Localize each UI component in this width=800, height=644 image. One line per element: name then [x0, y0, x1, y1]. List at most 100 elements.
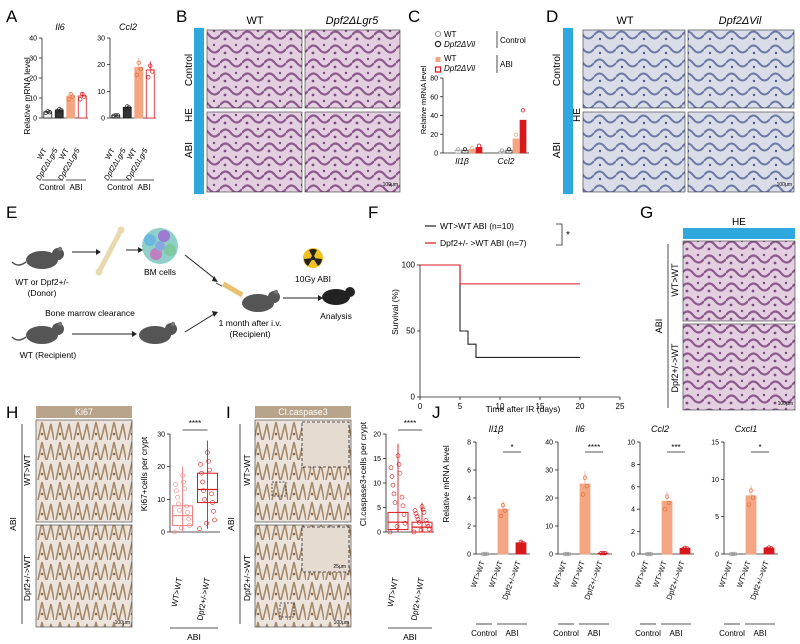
- J3-ytick-label-0: 0: [631, 552, 635, 559]
- h-x-wt: WT>WT: [170, 577, 184, 608]
- H-sig-text: ****: [189, 419, 201, 428]
- F-ytick-label-2: 100: [402, 261, 416, 270]
- H-ytick-label-0: 0: [161, 530, 165, 537]
- f-y-label: Survival (%): [390, 289, 400, 335]
- I-pt-1-10: [413, 511, 419, 516]
- J4-ytick-label-2: 10: [711, 477, 719, 484]
- H-ytick-label-2: 20: [157, 464, 165, 471]
- J2-pt-2-2: [600, 550, 606, 556]
- H-pt-1-1: [202, 497, 207, 502]
- bone-icon: [95, 226, 125, 276]
- I-pt-1-13: [412, 508, 418, 513]
- g-scale-label: 100μm: [778, 401, 793, 407]
- A2-pt-2-0: [134, 72, 139, 78]
- A2-ytick-label-0: 0: [101, 116, 105, 123]
- d-image-ko-abi: [687, 111, 795, 193]
- b-stain-he: HE: [184, 108, 195, 122]
- f-significance: *: [566, 230, 570, 241]
- panel-d: WT Dpf2ΔVil Control HE ABI 100μm: [552, 15, 795, 194]
- H-pt-0-7: [175, 495, 180, 500]
- panel-letter-b: B: [176, 7, 187, 26]
- panel-letter-f: F: [368, 203, 378, 222]
- panel-f: WT>WT ABI (n=10) Dpf2+/- >WT ABI (n=7) *…: [390, 221, 625, 414]
- j-il6-chart: 0 10 20 30 40 ****: [545, 440, 612, 559]
- d-row-abi: ABI: [552, 142, 563, 158]
- j4-group-abi: ABI: [754, 629, 767, 638]
- f-x-label: Time after IR (days): [486, 404, 561, 414]
- I-pt-0-3: [402, 520, 408, 526]
- C-bar-0-3: [475, 147, 483, 154]
- C-pt-1-1: [506, 147, 512, 152]
- c-legend-group-abi: ABI: [500, 60, 513, 69]
- J4-pt-0-1: [732, 551, 738, 557]
- j2-x-1: WT>WT: [569, 559, 587, 589]
- J1-ytick-label-4: 8: [467, 440, 471, 447]
- C-bar-1-3: [519, 119, 527, 154]
- panel-a-gene-ccl2: Ccl2: [119, 22, 137, 32]
- panel-h-chart: 0 10 20 30 ****: [157, 419, 220, 537]
- h-row-ko: Dpf2+/->WT: [22, 555, 32, 601]
- J3-ytick-label-1: 2: [631, 529, 635, 536]
- I-pt-0-7: [390, 482, 396, 488]
- panel-letter-d: D: [546, 7, 558, 26]
- J2-pt-1-1: [584, 483, 590, 489]
- J2-ytick-label-1: 10: [545, 524, 553, 531]
- F-xtick-label-4: 20: [576, 402, 585, 411]
- A1-ytick-label-2: 20: [29, 76, 37, 83]
- J3-pt-0-1: [648, 551, 654, 557]
- H-pt-0-11: [179, 525, 184, 531]
- A2-pt-0-2: [113, 112, 118, 118]
- A1-pt-1-2: [57, 107, 62, 112]
- A1-pt-1-1: [59, 108, 64, 113]
- g-group-abi: ABI: [654, 319, 664, 334]
- i-x-wt: WT>WT: [386, 577, 400, 608]
- C-pt-1-0: [499, 148, 505, 153]
- A2-ytick-label-1: 10: [97, 89, 105, 96]
- J1-ytick-label-1: 2: [467, 524, 471, 531]
- j1-group-abi: ABI: [506, 629, 519, 638]
- bm-cells-icon: [142, 228, 178, 264]
- panel-c: Relative mRNA level WT Dpf2ΔVil WT Dpf2Δ…: [419, 30, 529, 166]
- panel-i-chart: 0 5 10 15 20 ****: [373, 419, 434, 537]
- I-pt-1-4: [415, 516, 421, 522]
- J4-pt-0-0: [728, 551, 734, 557]
- g-image-wt: [682, 240, 796, 322]
- J1-pt-0-2: [482, 551, 488, 557]
- C-pt-1-3: [520, 108, 526, 113]
- panel-e: WT or Dpf2+/- (Donor) BM cells Bone marr…: [11, 226, 355, 360]
- H-pt-1-0: [197, 526, 202, 532]
- J2-ytick-label-3: 30: [545, 468, 553, 475]
- A1-pt-3-2: [80, 91, 85, 97]
- J2-pt-0-1: [566, 551, 572, 557]
- I-pt-0-0: [387, 529, 393, 535]
- a-group-abi-1: ABI: [70, 183, 83, 192]
- d-side-bar: [563, 28, 573, 194]
- I-pt-1-1: [416, 519, 422, 525]
- j3-group-abi: ABI: [670, 629, 683, 638]
- J2-ytick-label-2: 20: [545, 496, 553, 503]
- recipient-mouse-icon: [11, 321, 64, 344]
- J4-pt-1-1: [750, 495, 756, 500]
- panel-b: WT Dpf2ΔLgr5 Control HE ABI 100μm: [184, 15, 401, 194]
- I-pt-0-8: [395, 453, 401, 459]
- H-pt-1-9: [210, 500, 215, 505]
- H-pt-1-3: [212, 517, 217, 523]
- j3-x-0: WT>WT: [633, 559, 651, 589]
- H-pt-0-12: [184, 503, 189, 509]
- F-line-0: [420, 264, 580, 358]
- j-cxcl1-chart: 0 5 10 15 *: [711, 440, 778, 559]
- e-donor-label: WT or Dpf2+/-: [15, 277, 69, 287]
- H-pt-1-11: [204, 520, 209, 526]
- b-col-ko: Dpf2ΔLgr5: [326, 15, 380, 27]
- J4-pt-1-0: [746, 502, 752, 507]
- I-pt-0-13: [388, 465, 394, 471]
- syringe-icon: [215, 281, 244, 298]
- i-row-ko: Dpf2+/->WT: [242, 555, 252, 601]
- J1-pt-0-0: [480, 551, 486, 557]
- C-ytick-label-1: 20: [430, 132, 438, 139]
- panel-i: Cl.caspase3 25μm WT>WT Dpf2+/->WT ABI 10…: [226, 406, 434, 642]
- J4-pt-0-2: [730, 551, 736, 557]
- H-ytick-label-1: 10: [157, 497, 165, 504]
- H-pt-1-13: [198, 462, 203, 467]
- I-pt-0-12: [399, 494, 405, 500]
